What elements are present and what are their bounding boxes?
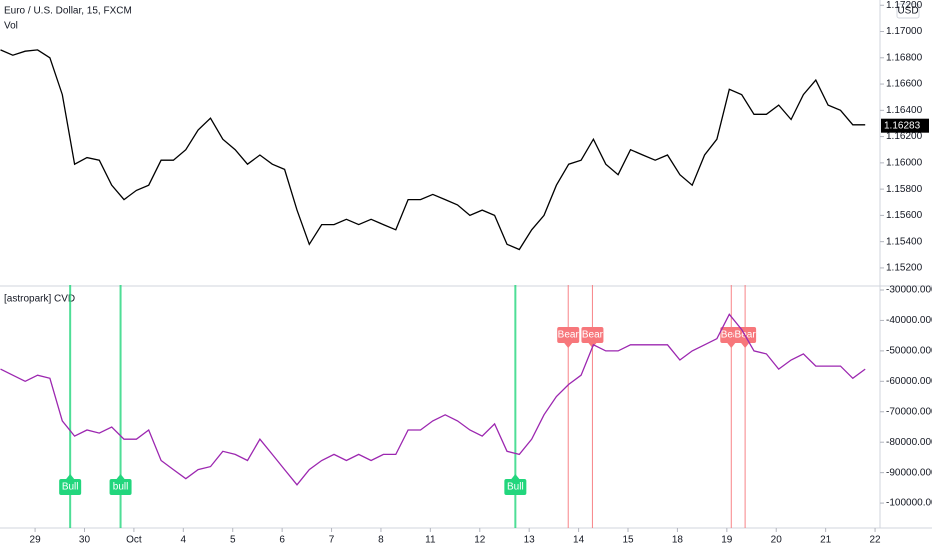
y-tick-label: -40000.00000 <box>886 315 932 326</box>
signal-label-box <box>504 479 527 495</box>
x-tick-label: 7 <box>329 535 335 546</box>
y-tick-label: 1.15200 <box>886 263 923 274</box>
x-tick-label: 29 <box>30 535 42 546</box>
symbol-title: Euro / U.S. Dollar, 15, FXCM <box>4 6 132 17</box>
x-tick-label: 11 <box>425 535 436 546</box>
indicator-title: [astropark] CVD <box>4 294 75 305</box>
x-tick-label: 15 <box>622 535 634 546</box>
signal-pointer <box>727 343 736 348</box>
x-tick-label: 12 <box>474 535 486 546</box>
signal-label: Bear <box>721 330 743 341</box>
signal-label: bull <box>113 482 129 493</box>
y-tick-label: 1.17200 <box>886 0 923 11</box>
x-tick-label: 13 <box>524 535 536 546</box>
x-tick-label: Oct <box>126 535 142 546</box>
signal-pointer <box>564 343 573 348</box>
y-tick-label: -100000.00000 <box>886 498 932 509</box>
last-price-box <box>881 118 929 133</box>
y-tick-label: -30000.00000 <box>886 285 932 296</box>
y-tick-label: 1.17000 <box>886 26 923 37</box>
y-tick-label: 1.15800 <box>886 184 923 195</box>
signal-label: Bear <box>558 330 580 341</box>
y-tick-label: 1.15600 <box>886 210 923 221</box>
x-tick-label: 21 <box>820 535 832 546</box>
signal-label-box <box>109 479 132 495</box>
y-tick-label: 1.16400 <box>886 105 923 116</box>
y-tick-label: 1.16000 <box>886 157 923 168</box>
signal-pointer <box>741 343 750 348</box>
currency[interactable]: USD <box>897 6 918 17</box>
y-tick-label: -60000.00000 <box>886 376 932 387</box>
x-tick-label: 22 <box>869 535 881 546</box>
volume-label: Vol <box>4 21 18 32</box>
x-tick-label: 19 <box>721 535 733 546</box>
last-price-label: 1.16283 <box>884 120 921 131</box>
signal-pointer <box>116 474 125 479</box>
y-tick-label: 1.16200 <box>886 131 923 142</box>
x-tick-label: 5 <box>230 535 236 546</box>
y-tick-label: -90000.00000 <box>886 467 932 478</box>
y-tick-label: -80000.00000 <box>886 437 932 448</box>
y-tick-label: 1.15400 <box>886 236 923 247</box>
x-tick-label: 4 <box>181 535 187 546</box>
x-tick-label: 8 <box>378 535 384 546</box>
signal-label-box <box>557 327 580 343</box>
x-tick-label: 6 <box>279 535 285 546</box>
y-tick-label: -70000.00000 <box>886 406 932 417</box>
signal-pointer <box>66 474 75 479</box>
x-tick-label: 18 <box>672 535 684 546</box>
y-tick-label: 1.16600 <box>886 79 923 90</box>
signal-label-box <box>581 327 604 343</box>
signal-label: Bull <box>507 482 524 493</box>
signal-label: Bear <box>582 330 604 341</box>
signal-pointer <box>511 474 520 479</box>
x-tick-label: 14 <box>573 535 585 546</box>
x-tick-label: 20 <box>771 535 783 546</box>
signal-label-box <box>59 479 82 495</box>
x-tick-label: 30 <box>79 535 91 546</box>
series-line <box>0 49 866 251</box>
y-tick-label: 1.16800 <box>886 52 923 63</box>
series-line <box>0 313 866 486</box>
signal-label: Bull <box>62 482 79 493</box>
currency-box[interactable] <box>896 3 920 19</box>
y-tick-label: -50000.00000 <box>886 346 932 357</box>
